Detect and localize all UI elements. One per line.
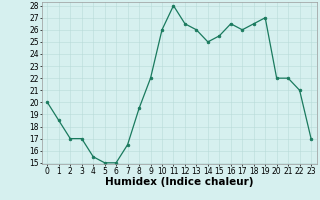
X-axis label: Humidex (Indice chaleur): Humidex (Indice chaleur) <box>105 177 253 187</box>
